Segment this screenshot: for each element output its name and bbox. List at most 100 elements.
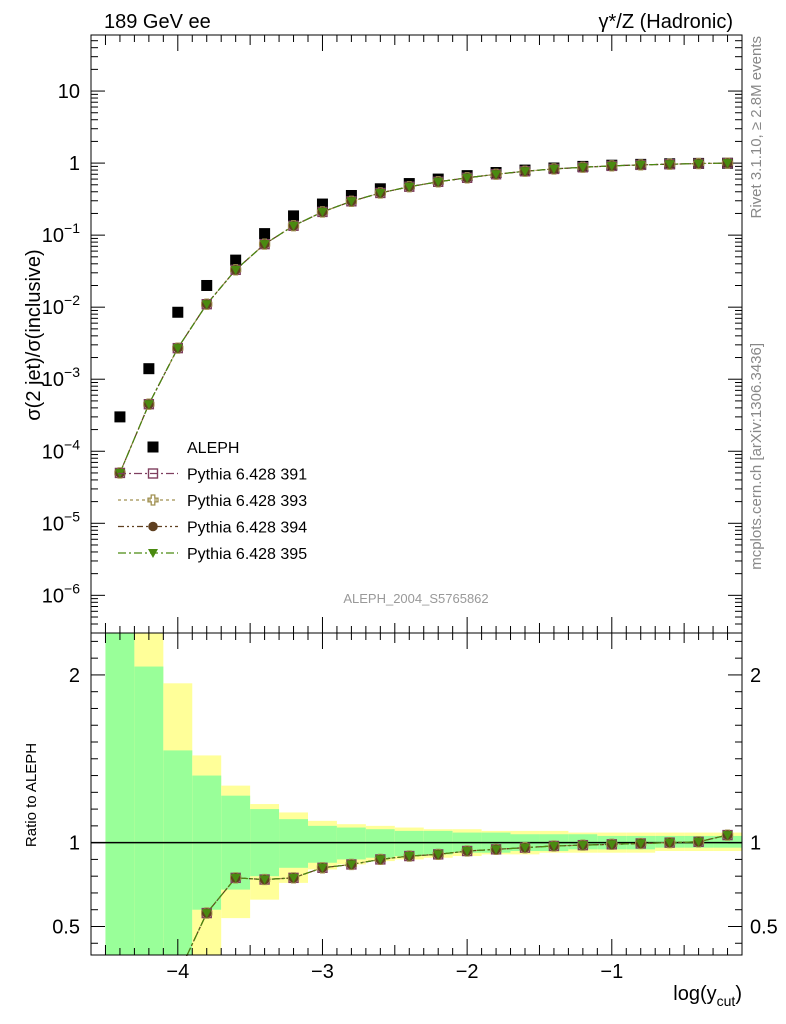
point-p395 xyxy=(548,164,559,174)
point-data xyxy=(259,228,271,240)
main-y-tick-label: 10−5 xyxy=(42,508,80,535)
main-y-tick-label: 10−6 xyxy=(42,580,80,607)
main-y-tick-label-base: 10 xyxy=(58,81,80,103)
ratio-band-inner-1 xyxy=(134,666,164,955)
ratio-point-p395 xyxy=(606,840,617,850)
point-p395 xyxy=(722,159,733,169)
ratio-y-tick-label-right: 2 xyxy=(750,665,761,687)
point-p395 xyxy=(346,197,357,207)
legend-label-p393: Pythia 6.428 393 xyxy=(187,493,307,510)
point-data xyxy=(230,254,242,266)
ratio-point-p395 xyxy=(259,875,270,885)
x-axis-label: log(ycut) xyxy=(673,983,742,1009)
ratio-point-p395 xyxy=(404,852,415,862)
point-p395 xyxy=(375,188,386,198)
ratio-point-p395 xyxy=(375,855,386,865)
main-y-tick-label-exponent: −1 xyxy=(64,220,80,236)
x-axis-label-main: log(y xyxy=(673,983,716,1005)
ratio-point-p395 xyxy=(664,838,675,848)
ratio-y-tick-label-right: 0.5 xyxy=(750,916,778,938)
ratio-band-inner-9 xyxy=(365,829,395,858)
point-p395 xyxy=(288,221,299,231)
legend-item-p391: Pythia 6.428 391 xyxy=(118,467,307,484)
ratio-point-p395 xyxy=(635,839,646,849)
main-y-tick-label-base: 10 xyxy=(42,513,64,535)
main-y-tick-label: 10−1 xyxy=(42,220,80,247)
main-y-tick-label-exponent: −2 xyxy=(64,292,80,308)
main-y-tick-label-exponent: −6 xyxy=(64,580,80,596)
main-y-tick-label: 10−2 xyxy=(42,292,80,319)
legend-label-data: ALEPH xyxy=(187,440,239,457)
legend-marker-p393 xyxy=(147,494,159,506)
analysis-label: ALEPH_2004_S5765862 xyxy=(343,591,488,606)
main-y-tick-label-base: 10 xyxy=(42,225,64,247)
legend-marker-p394 xyxy=(148,521,158,532)
page-header: 189 GeV ee γ*/Z (Hadronic) xyxy=(104,11,733,33)
point-p395 xyxy=(433,177,444,187)
main-y-tick-label: 10−4 xyxy=(42,436,80,463)
x-tick-label-front: −2 xyxy=(456,961,479,983)
legend-marker-data xyxy=(147,441,159,453)
ratio-point-p395 xyxy=(491,845,502,855)
point-p395 xyxy=(635,160,646,170)
ratio-y-axis-label: Ratio to ALEPH xyxy=(23,743,40,847)
main-y-axis-label: σ(2 jet)/σ(inclusive) xyxy=(23,249,45,420)
ratio-point-p395 xyxy=(462,847,473,857)
rivet-version-label: Rivet 3.1.10, ≥ 2.8M events xyxy=(748,36,765,219)
header-left-title: 189 GeV ee xyxy=(104,11,211,33)
ratio-y-tick-label-right: 1 xyxy=(750,833,761,855)
series-line-p394 xyxy=(119,162,728,474)
series-line-p395 xyxy=(119,162,728,474)
point-data xyxy=(316,198,328,210)
legend-label-p391: Pythia 6.428 391 xyxy=(187,467,307,484)
point-data xyxy=(143,363,155,375)
ratio-point-p395 xyxy=(722,831,733,841)
legend-label-p394: Pythia 6.428 394 xyxy=(187,520,307,537)
legend-marker-p395 xyxy=(148,549,158,558)
main-y-tick-label-exponent: −4 xyxy=(64,436,80,452)
ratio-point-p395 xyxy=(230,873,241,883)
legend-item-p393: Pythia 6.428 393 xyxy=(118,493,307,510)
ratio-band-inner-6 xyxy=(279,819,308,868)
x-axis-label-close: ) xyxy=(735,983,742,1005)
legend: ALEPH Pythia 6.428 391 Pythia 6.428 393 Pyt… xyxy=(118,440,307,563)
point-p395 xyxy=(404,182,415,192)
ratio-y-tick-label-left: 0.5 xyxy=(52,916,80,938)
point-p395 xyxy=(520,167,530,177)
main-plot-frame xyxy=(90,34,743,634)
point-p395 xyxy=(201,300,212,310)
ratio-point-p395 xyxy=(548,841,559,851)
main-y-tick-label-base: 1 xyxy=(69,153,80,175)
x-axis-label-sub: cut xyxy=(717,993,736,1009)
main-y-tick-label-base: 10 xyxy=(42,441,64,463)
point-data xyxy=(172,306,184,318)
point-p395 xyxy=(664,160,675,170)
ratio-y-tick-label-left: 2 xyxy=(69,665,80,687)
main-y-tick-label: 10−3 xyxy=(42,364,80,391)
point-data xyxy=(201,279,213,291)
point-data xyxy=(288,210,300,222)
point-data xyxy=(345,189,357,201)
point-p395 xyxy=(230,265,241,275)
x-tick-label-front: −3 xyxy=(311,961,334,983)
legend-label-p395: Pythia 6.428 395 xyxy=(187,546,307,563)
point-p395 xyxy=(577,163,588,173)
ratio-line-p395 xyxy=(119,834,728,976)
main-y-tick-label: 10 xyxy=(58,81,80,103)
ratio-band-inner-8 xyxy=(336,827,366,860)
point-p395 xyxy=(693,159,704,169)
point-p395 xyxy=(259,240,270,250)
main-y-tick-label: 1 xyxy=(69,153,80,175)
mcplots-label: mcplots.cern.ch [arXiv:1306.3436] xyxy=(748,343,765,570)
ratio-point-p395 xyxy=(577,841,588,851)
point-data xyxy=(114,411,126,423)
point-p395 xyxy=(462,173,473,183)
ratio-band-inner-2 xyxy=(163,750,193,955)
legend-item-p395: Pythia 6.428 395 xyxy=(118,546,307,563)
ratio-point-p395 xyxy=(317,863,328,873)
main-y-tick-label-base: 10 xyxy=(42,297,64,319)
legend-item-data: ALEPH xyxy=(147,440,239,457)
